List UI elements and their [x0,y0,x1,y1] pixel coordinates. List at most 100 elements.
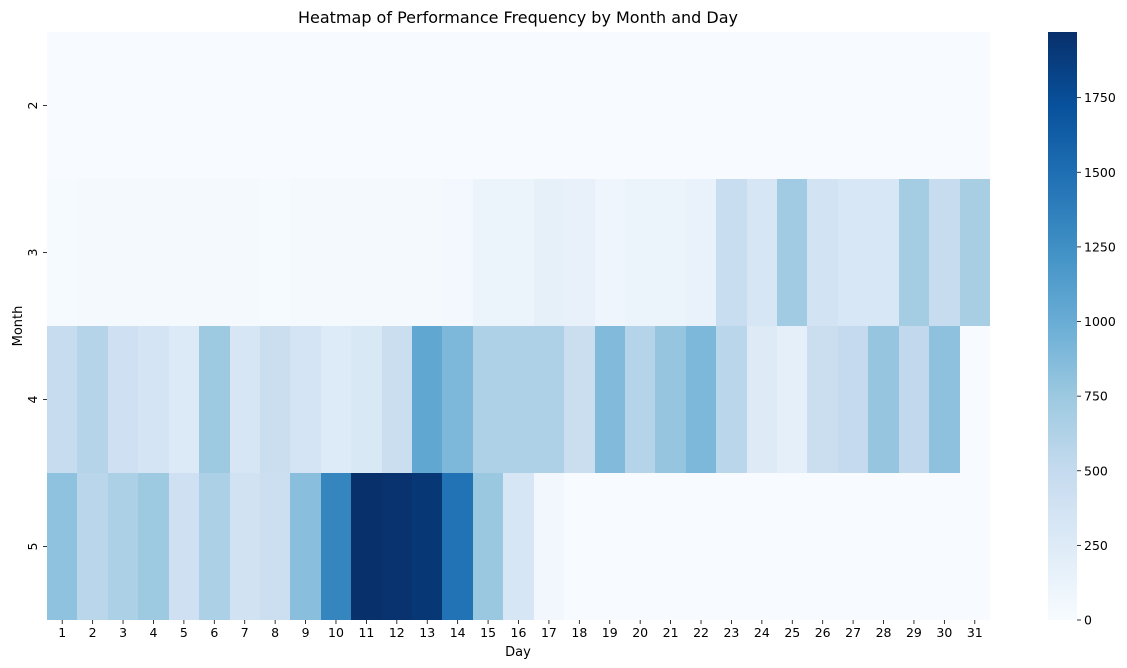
heatmap-cell [868,326,899,473]
heatmap-cell [260,326,290,473]
heatmap-cell [960,179,990,326]
heatmap-cell [108,473,138,620]
heatmap-cell [138,179,169,326]
heatmap-cell [655,179,686,326]
x-tick-label: 1 [58,625,66,640]
heatmap-cell [260,179,290,326]
heatmap-cell [290,32,321,179]
heatmap-cell [108,32,138,179]
x-tick-label: 22 [693,625,709,640]
x-tick-label: 17 [541,625,557,640]
y-tick-label: 5 [25,543,40,551]
x-tick-label: 30 [936,625,952,640]
heatmap-cell [47,179,77,326]
heatmap-cell [595,473,625,620]
heatmap-cell [77,179,108,326]
heatmap-cell [199,473,230,620]
x-tick-label: 25 [784,625,800,640]
heatmap-cell [503,179,534,326]
x-tick-label: 3 [119,625,127,640]
x-axis-ticks: 1 2 3 4 5 6 7 8 9 10 11 12 13 14 15 16 17 18 19 20 21 22 23 24 2… [58,620,983,640]
heatmap-cell [351,32,382,179]
heatmap-cell [960,32,990,179]
x-tick-label: 21 [663,625,679,640]
heatmap-cell [686,32,716,179]
heatmap-cell [108,179,138,326]
x-tick-label: 23 [723,625,739,640]
heatmap-cell [595,32,625,179]
colorbar-tick-label: 250 [1084,538,1108,553]
heatmap-cell [47,326,77,473]
heatmap-cell [321,473,351,620]
heatmap-cell [351,179,382,326]
heatmap-cell [807,179,838,326]
heatmap-cell [503,32,534,179]
heatmap-cell [473,32,503,179]
heatmap-cell [960,473,990,620]
heatmap-cell [868,32,899,179]
heatmap-cell [382,473,412,620]
x-tick-label: 18 [571,625,587,640]
x-axis-label: Day [505,645,531,660]
heatmap-cell [929,32,960,179]
heatmap-cell [534,473,564,620]
colorbar-ticks: 0 250 500 750 1000 1250 1500 1750 [1077,90,1116,628]
heatmap-cell [382,326,412,473]
heatmap-cell [138,32,169,179]
heatmap-cell [290,326,321,473]
heatmap-cell [716,32,747,179]
heatmap-cell [899,473,929,620]
heatmap-cell [686,179,716,326]
heatmap-cell [199,326,230,473]
heatmap-cell [625,32,655,179]
x-tick-label: 5 [180,625,188,640]
heatmap-cell [138,326,169,473]
x-tick-label: 11 [358,625,374,640]
heatmap-cell [595,326,625,473]
heatmap-cell [868,473,899,620]
heatmap-cell [807,32,838,179]
heatmap-cell [595,179,625,326]
x-tick-label: 31 [967,625,983,640]
heatmap-cell [442,179,473,326]
heatmap-cell [838,473,868,620]
heatmap-cell [686,326,716,473]
x-tick-label: 2 [89,625,97,640]
colorbar-tick-label: 750 [1084,389,1108,404]
heatmap-cell [503,473,534,620]
heatmap-cell [230,326,260,473]
heatmap-cell [838,179,868,326]
heatmap-cell [655,326,686,473]
colorbar-tick-label: 1500 [1084,165,1116,180]
heatmap-cell [290,473,321,620]
heatmap-cell [838,326,868,473]
x-tick-label: 7 [241,625,249,640]
heatmap-cell [47,473,77,620]
x-tick-label: 29 [906,625,922,640]
heatmap-cell [321,326,351,473]
heatmap-cell [442,32,473,179]
heatmap-cell [77,326,108,473]
heatmap-cell [655,473,686,620]
x-tick-label: 24 [754,625,770,640]
heatmap-cell [230,473,260,620]
heatmap-cell [716,326,747,473]
y-axis-ticks: 2 3 4 5 [25,102,47,551]
heatmap-cell [412,32,442,179]
heatmap-cell [686,473,716,620]
heatmap-cell [534,326,564,473]
y-tick-label: 4 [25,395,40,403]
heatmap-cell [625,179,655,326]
y-axis-label: Month [11,306,26,347]
x-tick-label: 26 [815,625,831,640]
x-tick-label: 28 [876,625,892,640]
x-tick-label: 19 [602,625,618,640]
heatmap-cell [899,326,929,473]
x-tick-label: 10 [328,625,344,640]
heatmap-cell [564,326,595,473]
heatmap-cell [747,326,777,473]
heatmap-cell [138,473,169,620]
heatmap-cell [625,473,655,620]
heatmap-cell [473,326,503,473]
